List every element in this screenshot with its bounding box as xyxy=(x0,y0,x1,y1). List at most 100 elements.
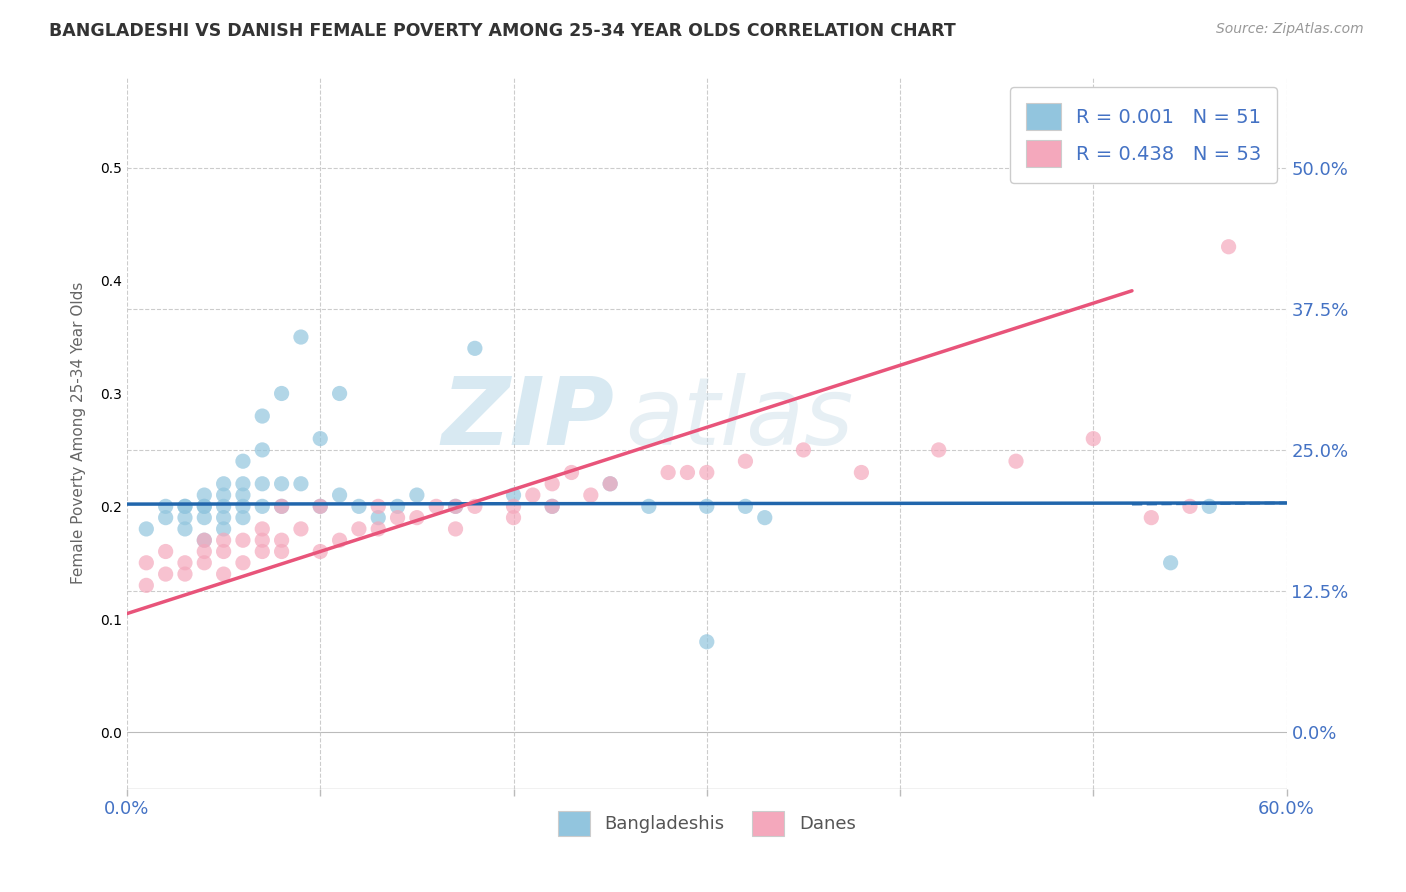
Point xyxy=(464,342,486,356)
Point xyxy=(174,522,197,536)
Point xyxy=(270,500,292,514)
Point xyxy=(252,500,274,514)
Point xyxy=(696,635,718,649)
Point xyxy=(329,488,352,502)
Point xyxy=(212,488,235,502)
Point xyxy=(928,442,950,457)
Point xyxy=(135,578,157,592)
Point xyxy=(155,544,177,558)
Point xyxy=(155,510,177,524)
Point xyxy=(252,476,274,491)
Point xyxy=(232,454,254,468)
Point xyxy=(367,500,389,514)
Point xyxy=(270,544,292,558)
Point xyxy=(212,544,235,558)
Point xyxy=(212,533,235,548)
Point xyxy=(792,442,814,457)
Text: atlas: atlas xyxy=(626,373,853,464)
Point xyxy=(1178,500,1201,514)
Point xyxy=(155,500,177,514)
Point xyxy=(309,544,332,558)
Point xyxy=(541,476,564,491)
Point xyxy=(347,500,370,514)
Point xyxy=(502,510,524,524)
Point xyxy=(1160,556,1182,570)
Point xyxy=(754,510,776,524)
Text: Source: ZipAtlas.com: Source: ZipAtlas.com xyxy=(1216,22,1364,37)
Legend: Bangladeshis, Danes: Bangladeshis, Danes xyxy=(551,804,863,844)
Point xyxy=(174,567,197,582)
Point xyxy=(212,500,235,514)
Point xyxy=(252,409,274,423)
Point xyxy=(637,500,659,514)
Point xyxy=(696,466,718,480)
Point xyxy=(444,522,467,536)
Y-axis label: Female Poverty Among 25-34 Year Olds: Female Poverty Among 25-34 Year Olds xyxy=(72,282,86,584)
Point xyxy=(155,567,177,582)
Point xyxy=(193,488,215,502)
Point xyxy=(502,500,524,514)
Point xyxy=(541,500,564,514)
Point xyxy=(522,488,544,502)
Point xyxy=(329,386,352,401)
Point xyxy=(309,500,332,514)
Point xyxy=(734,500,756,514)
Point xyxy=(270,500,292,514)
Point xyxy=(193,556,215,570)
Point xyxy=(212,522,235,536)
Point xyxy=(599,476,621,491)
Point xyxy=(387,500,409,514)
Text: ZIP: ZIP xyxy=(441,373,614,465)
Point xyxy=(135,522,157,536)
Point xyxy=(367,522,389,536)
Point xyxy=(1198,500,1220,514)
Point xyxy=(1140,510,1163,524)
Point xyxy=(232,488,254,502)
Text: BANGLADESHI VS DANISH FEMALE POVERTY AMONG 25-34 YEAR OLDS CORRELATION CHART: BANGLADESHI VS DANISH FEMALE POVERTY AMO… xyxy=(49,22,956,40)
Point xyxy=(541,500,564,514)
Point xyxy=(174,556,197,570)
Point xyxy=(696,500,718,514)
Point xyxy=(252,442,274,457)
Point xyxy=(174,500,197,514)
Point xyxy=(406,510,429,524)
Point xyxy=(444,500,467,514)
Point xyxy=(676,466,699,480)
Point xyxy=(367,510,389,524)
Point xyxy=(464,500,486,514)
Point xyxy=(232,533,254,548)
Point xyxy=(270,533,292,548)
Point xyxy=(212,476,235,491)
Point xyxy=(193,544,215,558)
Point xyxy=(174,500,197,514)
Point xyxy=(232,476,254,491)
Point xyxy=(1218,240,1240,254)
Point xyxy=(232,556,254,570)
Point xyxy=(734,454,756,468)
Point xyxy=(444,500,467,514)
Point xyxy=(502,488,524,502)
Point xyxy=(1005,454,1028,468)
Point xyxy=(406,488,429,502)
Point xyxy=(193,510,215,524)
Point xyxy=(270,476,292,491)
Point xyxy=(290,330,312,344)
Point xyxy=(193,533,215,548)
Point xyxy=(212,510,235,524)
Point xyxy=(657,466,679,480)
Point xyxy=(232,510,254,524)
Point xyxy=(579,488,602,502)
Point xyxy=(329,533,352,548)
Point xyxy=(1083,432,1105,446)
Point xyxy=(560,466,582,480)
Point xyxy=(193,533,215,548)
Point xyxy=(851,466,873,480)
Point xyxy=(309,500,332,514)
Point xyxy=(252,522,274,536)
Point xyxy=(309,432,332,446)
Point xyxy=(425,500,447,514)
Point xyxy=(232,500,254,514)
Point xyxy=(599,476,621,491)
Point xyxy=(252,533,274,548)
Point xyxy=(387,510,409,524)
